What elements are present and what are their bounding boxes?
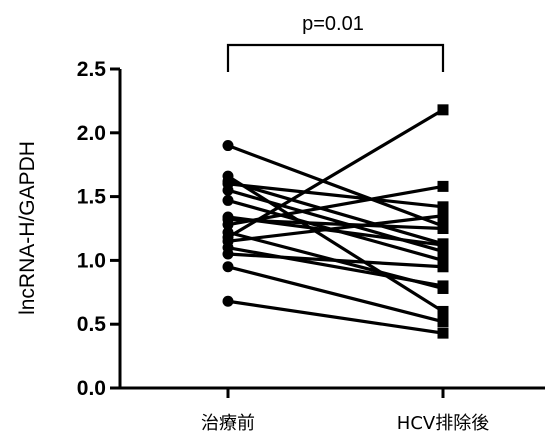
after-point-square xyxy=(437,316,449,328)
before-point-circle xyxy=(222,295,234,307)
x-tick-label: HCV排除後 xyxy=(397,413,489,434)
annotation-group xyxy=(226,43,445,72)
paired-line xyxy=(226,246,445,288)
paired-line xyxy=(226,182,445,209)
significance-bracket xyxy=(226,43,445,72)
before-point-circle xyxy=(222,140,234,152)
after-point-square xyxy=(437,280,449,292)
y-tick-label: 0.5 xyxy=(77,313,107,336)
paired-lines-group xyxy=(226,108,445,335)
after-point-square xyxy=(437,104,449,116)
paired-line xyxy=(226,252,445,269)
paired-line xyxy=(226,184,445,227)
y-tick-label: 1.5 xyxy=(77,186,107,209)
before-point-circle xyxy=(222,194,234,206)
after-point-square xyxy=(437,223,449,234)
before-point-circle xyxy=(222,248,234,260)
markers-group xyxy=(222,104,449,339)
y-tick-label: 0.0 xyxy=(77,377,106,400)
axes-group: 0.0 0.5 1.0 1.5 2.0 2.5 治療前 HCV排除後 xyxy=(77,58,545,434)
after-point-square xyxy=(437,180,449,192)
paired-line xyxy=(226,108,445,240)
paired-line xyxy=(226,174,445,314)
paired-line xyxy=(226,265,445,324)
y-axis-label: lncRNA-H/GAPDH xyxy=(16,141,39,315)
after-point-square xyxy=(437,261,449,273)
y-tick-label: 2.0 xyxy=(77,122,106,145)
x-tick-label: 治療前 xyxy=(201,413,255,434)
y-tick-label: 2.5 xyxy=(77,58,107,81)
paired-line xyxy=(226,299,445,335)
paired-line xyxy=(226,217,445,231)
after-point-square xyxy=(437,327,449,339)
after-point-square xyxy=(437,245,449,257)
paired-line xyxy=(226,214,445,243)
after-point-square xyxy=(437,239,449,251)
before-point-circle xyxy=(222,219,234,231)
after-point-square xyxy=(437,305,449,317)
paired-line xyxy=(226,179,445,246)
paired-line xyxy=(226,143,445,228)
y-tick-label: 1.0 xyxy=(77,249,106,272)
after-point-square xyxy=(437,210,449,222)
after-point-square xyxy=(437,254,449,266)
after-point-square xyxy=(437,201,449,213)
before-point-circle xyxy=(222,261,234,273)
before-point-circle xyxy=(222,184,234,196)
p-value-annotation: p=0.01 xyxy=(302,13,364,35)
